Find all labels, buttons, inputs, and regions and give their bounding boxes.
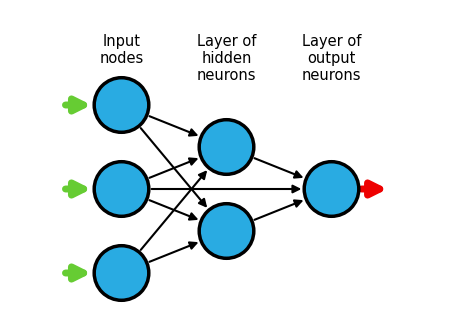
Circle shape	[94, 78, 149, 132]
Circle shape	[199, 120, 254, 174]
Circle shape	[199, 204, 254, 258]
Circle shape	[94, 162, 149, 216]
Circle shape	[94, 246, 149, 300]
Text: Input
nodes: Input nodes	[100, 34, 144, 66]
Circle shape	[304, 162, 359, 216]
Text: Layer of
output
neurons: Layer of output neurons	[302, 34, 361, 83]
Text: Layer of
hidden
neurons: Layer of hidden neurons	[197, 34, 256, 83]
